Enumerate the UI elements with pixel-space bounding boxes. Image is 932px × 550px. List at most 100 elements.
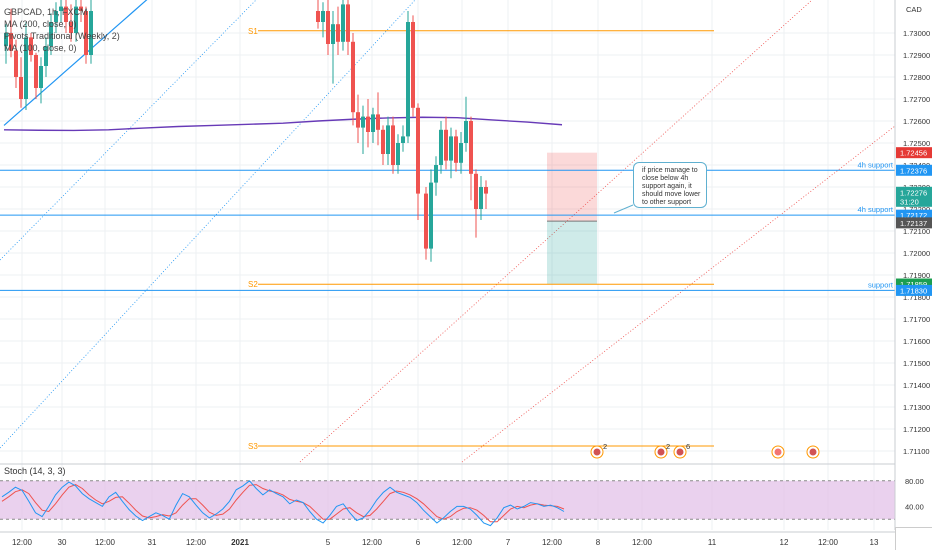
price-tick: 1.73000 <box>903 29 930 38</box>
time-tick: 5 <box>326 538 331 547</box>
price-badge-text: 1.72137 <box>900 219 927 228</box>
candle-body <box>4 33 8 47</box>
price-badge-text: 1.72276 <box>900 188 927 197</box>
candle-body <box>24 37 28 99</box>
candle-body <box>351 41 355 113</box>
support-4h-lower-label: 4h support <box>858 205 894 214</box>
callout-pointer <box>613 204 634 214</box>
time-tick: 13 <box>870 538 879 547</box>
candle-body <box>19 77 23 99</box>
series-legend: GBPCAD, 1h, FXCM MA (200, close, 0) Pivo… <box>4 6 120 54</box>
candle-body <box>346 4 350 42</box>
legend-symbol[interactable]: GBPCAD, 1h, FXCM <box>4 7 88 17</box>
candle-body <box>49 22 53 47</box>
price-tick: 1.71100 <box>903 447 930 456</box>
stoch-tick: 80.00 <box>905 477 924 486</box>
candle-body <box>464 121 468 143</box>
price-tick: 1.71800 <box>903 293 930 302</box>
candle-body <box>469 121 473 174</box>
price-tick: 1.72700 <box>903 95 930 104</box>
event-flag <box>809 448 817 456</box>
candle-body <box>439 129 443 165</box>
time-tick: 12:00 <box>95 538 116 547</box>
price-badge-text: 1.72172 <box>900 211 927 220</box>
stop-loss-zone <box>547 152 597 222</box>
support-4h-upper-label: 4h support <box>858 160 894 169</box>
time-tick: 6 <box>416 538 421 547</box>
economic-events[interactable]: 2 2 6 <box>590 442 820 459</box>
time-tick: 8 <box>596 538 601 547</box>
price-tick: 1.71300 <box>903 403 930 412</box>
time-tick: 12:00 <box>12 538 33 547</box>
stoch-legend[interactable]: Stoch (14, 3, 3) <box>4 466 66 476</box>
candle-body <box>411 22 415 108</box>
event-count: 2 <box>603 442 607 451</box>
candle-body <box>366 116 370 132</box>
price-badge-text: 1.71830 <box>900 286 927 295</box>
candle-body <box>454 136 458 163</box>
price-axis[interactable]: CAD 1.73000 1.72900 1.72800 1.72700 1.72600 1.… <box>894 0 932 537</box>
price-badge <box>896 186 932 198</box>
candle-body <box>39 66 43 88</box>
candle-body <box>54 11 58 22</box>
price-tick: 1.72600 <box>903 117 930 126</box>
time-tick: 12:00 <box>452 538 473 547</box>
event-count: 2 <box>666 442 670 451</box>
price-badge <box>896 278 932 290</box>
price-tick: 1.72800 <box>903 73 930 82</box>
price-tick: 1.72900 <box>903 51 930 60</box>
candle-body <box>74 6 78 33</box>
candle-body <box>341 4 345 42</box>
pivot-s2-label: S2 <box>248 280 258 289</box>
price-tick: 1.71700 <box>903 315 930 324</box>
time-tick: 12:00 <box>542 538 563 547</box>
time-tick: 2021 <box>231 538 249 547</box>
price-axis-bg <box>895 0 932 530</box>
price-tick: 1.72000 <box>903 249 930 258</box>
price-badge <box>896 209 932 221</box>
time-tick: 12:00 <box>362 538 383 547</box>
grid <box>0 0 895 530</box>
note-callout[interactable]: if price manage to close below 4h suppor… <box>633 162 707 208</box>
candle-body <box>44 46 48 66</box>
price-tick: 1.72100 <box>903 227 930 236</box>
candle-body <box>429 182 433 249</box>
candle-body <box>424 193 428 249</box>
stoch-band <box>0 480 895 520</box>
candle-body <box>484 187 488 194</box>
candle-body <box>79 6 83 11</box>
stoch-k-line <box>1 480 565 527</box>
axis-corner <box>895 527 932 550</box>
channel-lines <box>0 0 896 463</box>
price-badge <box>896 195 932 207</box>
time-tick: 11 <box>708 538 717 547</box>
candle-body <box>376 114 380 130</box>
price-badge <box>896 284 932 296</box>
price-badge <box>896 164 932 176</box>
candle-body <box>34 55 38 88</box>
position-zones <box>547 152 597 285</box>
candle-body <box>316 11 320 22</box>
candle-body <box>331 24 335 44</box>
candles <box>4 0 488 262</box>
candle-body <box>444 129 448 161</box>
legend-ma-100[interactable]: MA (100, close, 0) <box>4 43 77 53</box>
support-main-label: support <box>868 280 894 289</box>
time-tick: 7 <box>506 538 511 547</box>
time-axis[interactable]: 12:00 30 12:00 31 12:00 2021 5 12:00 6 12:00 7 12:0… <box>0 531 932 547</box>
channel-line-blue <box>0 0 257 261</box>
price-tick: 1.72500 <box>903 139 930 148</box>
time-tick: 30 <box>58 538 67 547</box>
candle-body <box>69 22 73 33</box>
time-tick: 12:00 <box>632 538 653 547</box>
candle-body <box>449 136 453 161</box>
candle-body <box>416 107 420 194</box>
candle-body <box>14 50 18 77</box>
legend-ma-200[interactable]: MA (200, close, 0) <box>4 19 77 29</box>
legend-pivots[interactable]: Pivots Traditional (Weekly, 2) <box>4 31 120 41</box>
stoch-tick: 40.00 <box>905 502 924 511</box>
candle-body <box>479 187 483 209</box>
candle-body <box>321 11 325 22</box>
